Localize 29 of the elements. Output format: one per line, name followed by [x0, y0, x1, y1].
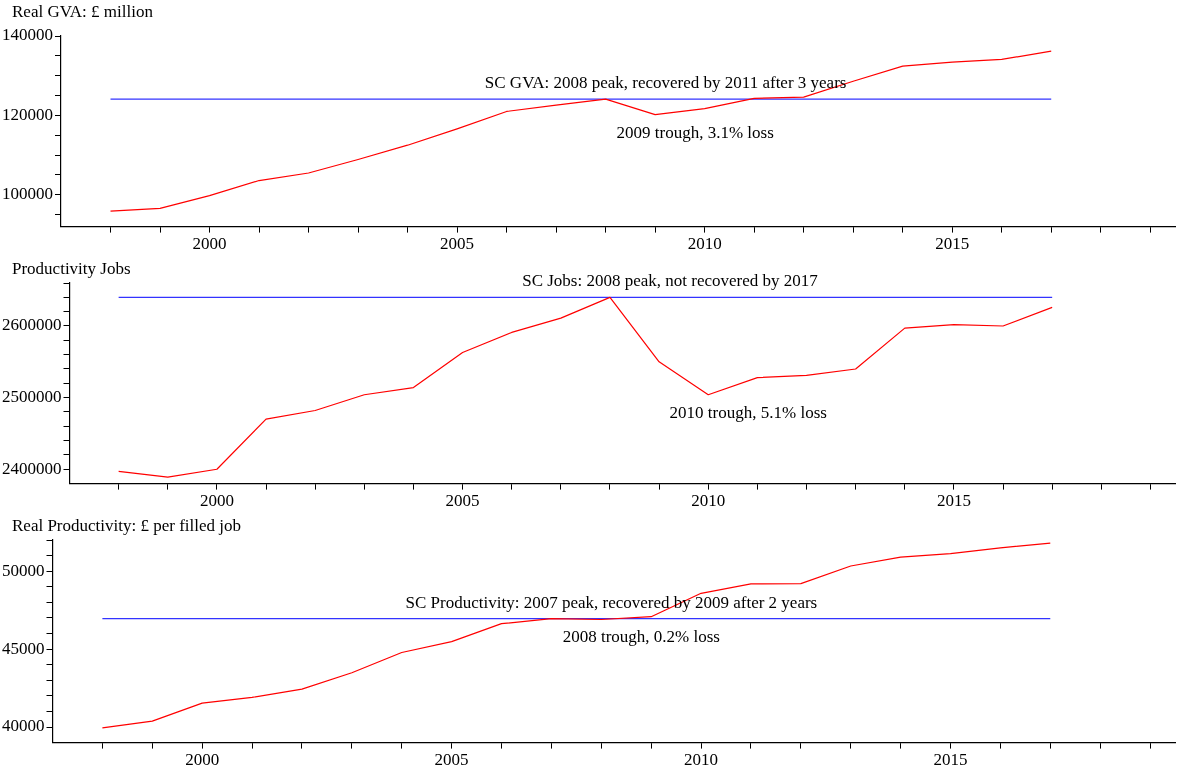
- x-tick-label: 2015: [933, 750, 968, 770]
- y-axis-title: Real GVA: £ million: [12, 1, 154, 21]
- annotation: SC GVA: 2008 peak, recovered by 2011 after 3 years: [484, 73, 847, 93]
- y-tick-label: 2500000: [2, 387, 62, 407]
- x-tick-label: 2005: [434, 750, 469, 770]
- x-tick-label: 2005: [440, 234, 475, 254]
- annotation: 2009 trough, 3.1% loss: [616, 122, 774, 142]
- x-tick-label: 2000: [192, 234, 227, 254]
- y-tick-label: 100000: [2, 184, 53, 204]
- x-tick-label: 2000: [185, 750, 220, 770]
- y-axis-title: Productivity Jobs: [12, 258, 131, 278]
- x-tick-label: 2010: [684, 750, 719, 770]
- x-tick-label: 2000: [199, 491, 234, 511]
- x-tick-label: 2010: [691, 491, 726, 511]
- x-tick-label: 2005: [445, 491, 480, 511]
- annotation: 2008 trough, 0.2% loss: [562, 627, 720, 647]
- y-tick-label: 140000: [2, 25, 53, 45]
- y-tick-label: 45000: [2, 638, 45, 658]
- y-axis-title: Real Productivity: £ per filled job: [12, 515, 241, 535]
- y-tick-label: 50000: [2, 560, 45, 580]
- x-tick-label: 2010: [687, 234, 722, 254]
- y-tick-label: 120000: [2, 104, 53, 124]
- y-tick-label: 2400000: [2, 458, 62, 478]
- y-tick-label: 40000: [2, 716, 45, 736]
- annotation: 2010 trough, 5.1% loss: [669, 402, 827, 422]
- x-tick-label: 2015: [936, 491, 971, 511]
- y-tick-label: 2600000: [2, 315, 62, 335]
- x-tick-label: 2015: [935, 234, 970, 254]
- annotation: SC Jobs: 2008 peak, not recovered by 2017: [522, 271, 819, 291]
